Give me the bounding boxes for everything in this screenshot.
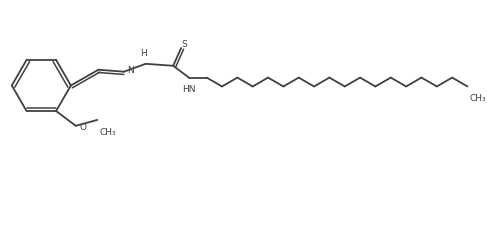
Text: S: S <box>181 40 187 49</box>
Text: HN: HN <box>182 85 196 95</box>
Text: CH₃: CH₃ <box>469 94 486 103</box>
Text: N: N <box>127 66 134 75</box>
Text: H: H <box>140 49 147 58</box>
Text: CH₃: CH₃ <box>99 128 116 137</box>
Text: O: O <box>80 123 87 132</box>
